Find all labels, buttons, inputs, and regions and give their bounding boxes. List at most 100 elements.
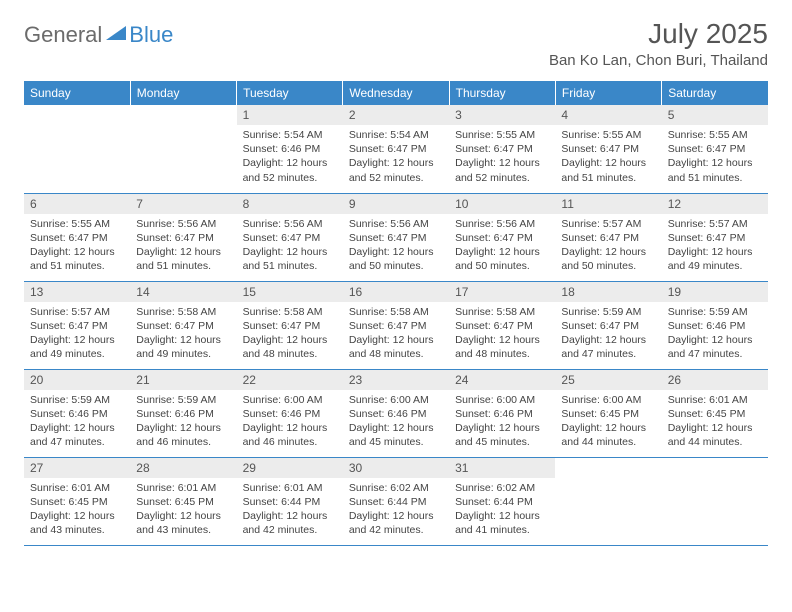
calendar-day: 22Sunrise: 6:00 AMSunset: 6:46 PMDayligh… bbox=[237, 369, 343, 457]
calendar-day: 1Sunrise: 5:54 AMSunset: 6:46 PMDaylight… bbox=[237, 105, 343, 193]
day-number: 30 bbox=[343, 458, 449, 478]
calendar-day: 28Sunrise: 6:01 AMSunset: 6:45 PMDayligh… bbox=[130, 457, 236, 545]
calendar-day: 15Sunrise: 5:58 AMSunset: 6:47 PMDayligh… bbox=[237, 281, 343, 369]
day-number: 29 bbox=[237, 458, 343, 478]
day-number: 31 bbox=[449, 458, 555, 478]
day-number: 26 bbox=[662, 370, 768, 390]
day-number: 17 bbox=[449, 282, 555, 302]
calendar-day: 20Sunrise: 5:59 AMSunset: 6:46 PMDayligh… bbox=[24, 369, 130, 457]
day-details: Sunrise: 5:57 AMSunset: 6:47 PMDaylight:… bbox=[662, 214, 768, 278]
day-details: Sunrise: 5:55 AMSunset: 6:47 PMDaylight:… bbox=[555, 125, 661, 189]
calendar-day: 23Sunrise: 6:00 AMSunset: 6:46 PMDayligh… bbox=[343, 369, 449, 457]
day-number: 18 bbox=[555, 282, 661, 302]
day-number: 6 bbox=[24, 194, 130, 214]
day-number: 5 bbox=[662, 105, 768, 125]
calendar-day: 12Sunrise: 5:57 AMSunset: 6:47 PMDayligh… bbox=[662, 193, 768, 281]
day-details: Sunrise: 5:55 AMSunset: 6:47 PMDaylight:… bbox=[24, 214, 130, 278]
day-details: Sunrise: 5:55 AMSunset: 6:47 PMDaylight:… bbox=[449, 125, 555, 189]
calendar-day: 26Sunrise: 6:01 AMSunset: 6:45 PMDayligh… bbox=[662, 369, 768, 457]
day-details: Sunrise: 5:57 AMSunset: 6:47 PMDaylight:… bbox=[24, 302, 130, 366]
calendar-day: 7Sunrise: 5:56 AMSunset: 6:47 PMDaylight… bbox=[130, 193, 236, 281]
day-details: Sunrise: 5:54 AMSunset: 6:47 PMDaylight:… bbox=[343, 125, 449, 189]
weekday-header: Wednesday bbox=[343, 81, 449, 105]
day-number: 9 bbox=[343, 194, 449, 214]
weekday-header: Tuesday bbox=[237, 81, 343, 105]
calendar-row: 20Sunrise: 5:59 AMSunset: 6:46 PMDayligh… bbox=[24, 369, 768, 457]
day-number: 2 bbox=[343, 105, 449, 125]
day-details: Sunrise: 6:00 AMSunset: 6:46 PMDaylight:… bbox=[449, 390, 555, 454]
calendar-day: 4Sunrise: 5:55 AMSunset: 6:47 PMDaylight… bbox=[555, 105, 661, 193]
weekday-header: Thursday bbox=[449, 81, 555, 105]
title-block: July 2025 Ban Ko Lan, Chon Buri, Thailan… bbox=[549, 18, 768, 69]
day-details: Sunrise: 5:59 AMSunset: 6:47 PMDaylight:… bbox=[555, 302, 661, 366]
day-number: 24 bbox=[449, 370, 555, 390]
calendar-day: 31Sunrise: 6:02 AMSunset: 6:44 PMDayligh… bbox=[449, 457, 555, 545]
calendar-day: 14Sunrise: 5:58 AMSunset: 6:47 PMDayligh… bbox=[130, 281, 236, 369]
day-details: Sunrise: 5:58 AMSunset: 6:47 PMDaylight:… bbox=[343, 302, 449, 366]
calendar-day: 21Sunrise: 5:59 AMSunset: 6:46 PMDayligh… bbox=[130, 369, 236, 457]
month-title: July 2025 bbox=[549, 18, 768, 50]
calendar-day: 19Sunrise: 5:59 AMSunset: 6:46 PMDayligh… bbox=[662, 281, 768, 369]
calendar-row: 27Sunrise: 6:01 AMSunset: 6:45 PMDayligh… bbox=[24, 457, 768, 545]
day-details: Sunrise: 5:58 AMSunset: 6:47 PMDaylight:… bbox=[449, 302, 555, 366]
day-number: 7 bbox=[130, 194, 236, 214]
day-number: 23 bbox=[343, 370, 449, 390]
day-details: Sunrise: 6:01 AMSunset: 6:44 PMDaylight:… bbox=[237, 478, 343, 542]
calendar-day: 10Sunrise: 5:56 AMSunset: 6:47 PMDayligh… bbox=[449, 193, 555, 281]
calendar-day: 9Sunrise: 5:56 AMSunset: 6:47 PMDaylight… bbox=[343, 193, 449, 281]
calendar-day: 18Sunrise: 5:59 AMSunset: 6:47 PMDayligh… bbox=[555, 281, 661, 369]
day-details: Sunrise: 6:01 AMSunset: 6:45 PMDaylight:… bbox=[662, 390, 768, 454]
logo: General Blue bbox=[24, 18, 173, 48]
calendar-empty bbox=[24, 105, 130, 193]
day-details: Sunrise: 5:58 AMSunset: 6:47 PMDaylight:… bbox=[237, 302, 343, 366]
day-number: 16 bbox=[343, 282, 449, 302]
calendar-day: 5Sunrise: 5:55 AMSunset: 6:47 PMDaylight… bbox=[662, 105, 768, 193]
calendar-head: SundayMondayTuesdayWednesdayThursdayFrid… bbox=[24, 81, 768, 105]
day-details: Sunrise: 5:56 AMSunset: 6:47 PMDaylight:… bbox=[237, 214, 343, 278]
logo-triangle-icon bbox=[106, 24, 126, 47]
day-number: 8 bbox=[237, 194, 343, 214]
day-details: Sunrise: 5:56 AMSunset: 6:47 PMDaylight:… bbox=[130, 214, 236, 278]
day-details: Sunrise: 5:56 AMSunset: 6:47 PMDaylight:… bbox=[449, 214, 555, 278]
calendar-day: 3Sunrise: 5:55 AMSunset: 6:47 PMDaylight… bbox=[449, 105, 555, 193]
calendar-day: 6Sunrise: 5:55 AMSunset: 6:47 PMDaylight… bbox=[24, 193, 130, 281]
calendar-day: 24Sunrise: 6:00 AMSunset: 6:46 PMDayligh… bbox=[449, 369, 555, 457]
calendar-day: 2Sunrise: 5:54 AMSunset: 6:47 PMDaylight… bbox=[343, 105, 449, 193]
calendar-day: 30Sunrise: 6:02 AMSunset: 6:44 PMDayligh… bbox=[343, 457, 449, 545]
calendar-day: 27Sunrise: 6:01 AMSunset: 6:45 PMDayligh… bbox=[24, 457, 130, 545]
day-details: Sunrise: 6:02 AMSunset: 6:44 PMDaylight:… bbox=[343, 478, 449, 542]
logo-text-blue: Blue bbox=[129, 22, 173, 48]
weekday-header: Monday bbox=[130, 81, 236, 105]
calendar-empty bbox=[130, 105, 236, 193]
day-number: 13 bbox=[24, 282, 130, 302]
day-details: Sunrise: 6:01 AMSunset: 6:45 PMDaylight:… bbox=[130, 478, 236, 542]
day-details: Sunrise: 6:00 AMSunset: 6:46 PMDaylight:… bbox=[237, 390, 343, 454]
calendar-day: 16Sunrise: 5:58 AMSunset: 6:47 PMDayligh… bbox=[343, 281, 449, 369]
calendar-day: 29Sunrise: 6:01 AMSunset: 6:44 PMDayligh… bbox=[237, 457, 343, 545]
day-number: 20 bbox=[24, 370, 130, 390]
calendar-row: 6Sunrise: 5:55 AMSunset: 6:47 PMDaylight… bbox=[24, 193, 768, 281]
day-number: 15 bbox=[237, 282, 343, 302]
day-number: 21 bbox=[130, 370, 236, 390]
day-number: 12 bbox=[662, 194, 768, 214]
day-details: Sunrise: 6:01 AMSunset: 6:45 PMDaylight:… bbox=[24, 478, 130, 542]
location-text: Ban Ko Lan, Chon Buri, Thailand bbox=[549, 52, 768, 69]
day-details: Sunrise: 5:58 AMSunset: 6:47 PMDaylight:… bbox=[130, 302, 236, 366]
calendar-table: SundayMondayTuesdayWednesdayThursdayFrid… bbox=[24, 81, 768, 546]
day-number: 25 bbox=[555, 370, 661, 390]
day-number: 11 bbox=[555, 194, 661, 214]
calendar-day: 25Sunrise: 6:00 AMSunset: 6:45 PMDayligh… bbox=[555, 369, 661, 457]
day-details: Sunrise: 5:57 AMSunset: 6:47 PMDaylight:… bbox=[555, 214, 661, 278]
day-number: 1 bbox=[237, 105, 343, 125]
day-details: Sunrise: 5:55 AMSunset: 6:47 PMDaylight:… bbox=[662, 125, 768, 189]
day-details: Sunrise: 6:02 AMSunset: 6:44 PMDaylight:… bbox=[449, 478, 555, 542]
day-details: Sunrise: 5:56 AMSunset: 6:47 PMDaylight:… bbox=[343, 214, 449, 278]
day-number: 28 bbox=[130, 458, 236, 478]
calendar-row: 1Sunrise: 5:54 AMSunset: 6:46 PMDaylight… bbox=[24, 105, 768, 193]
day-number: 14 bbox=[130, 282, 236, 302]
calendar-day: 13Sunrise: 5:57 AMSunset: 6:47 PMDayligh… bbox=[24, 281, 130, 369]
day-details: Sunrise: 5:59 AMSunset: 6:46 PMDaylight:… bbox=[130, 390, 236, 454]
day-number: 10 bbox=[449, 194, 555, 214]
logo-text-general: General bbox=[24, 22, 102, 48]
calendar-day: 17Sunrise: 5:58 AMSunset: 6:47 PMDayligh… bbox=[449, 281, 555, 369]
